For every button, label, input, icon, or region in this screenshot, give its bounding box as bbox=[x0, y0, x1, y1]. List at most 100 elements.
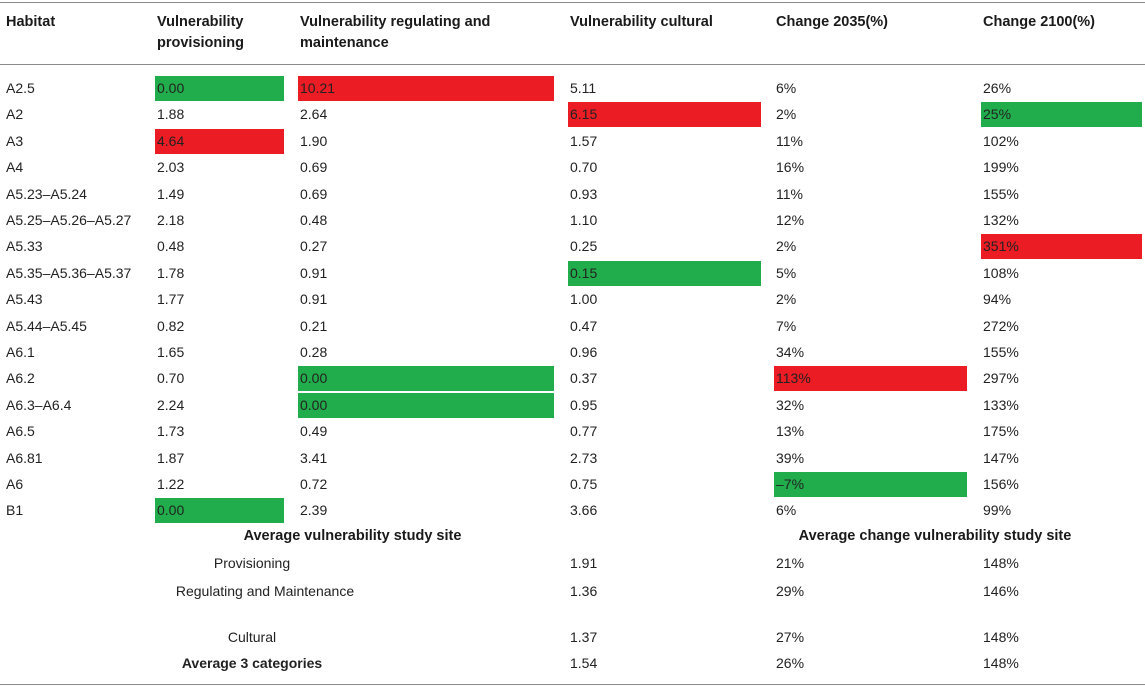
cell-reg: 0.27 bbox=[300, 238, 328, 255]
cell-c2100: 132% bbox=[983, 212, 1019, 228]
cell-reg: 0.91 bbox=[300, 264, 328, 281]
summary-cell-cult: 1.36 bbox=[570, 583, 598, 599]
cell-reg: 0.69 bbox=[300, 159, 328, 176]
cell-c2100: 26% bbox=[983, 80, 1012, 96]
cell-reg: 2.64 bbox=[300, 106, 328, 123]
summary-cell-c2035: 26% bbox=[776, 655, 805, 671]
cell-reg: 2.39 bbox=[300, 502, 328, 519]
cell-reg: 0.69 bbox=[300, 185, 328, 202]
cell-c2100: 155% bbox=[983, 344, 1019, 360]
summary-cell-cult: 1.91 bbox=[570, 555, 598, 571]
cell-c2100: 175% bbox=[983, 423, 1019, 440]
summary-cell-c2035: 27% bbox=[776, 629, 805, 645]
cell-c2100: 297% bbox=[983, 370, 1019, 387]
cell-cult: 0.37 bbox=[570, 370, 598, 387]
summary-cell-c2035: 21% bbox=[776, 555, 805, 571]
cell-prov: 0.00 bbox=[155, 76, 284, 101]
cell-prov: 1.49 bbox=[157, 185, 185, 202]
cell-c2100: 108% bbox=[983, 264, 1019, 281]
cell-reg: 10.21 bbox=[298, 76, 554, 101]
cell-cult: 0.96 bbox=[570, 344, 598, 360]
cell-habitat: A6.2 bbox=[6, 370, 35, 387]
top-rule bbox=[0, 2, 1145, 3]
cell-c2035: 32% bbox=[776, 396, 805, 413]
cell-c2100: 156% bbox=[983, 476, 1019, 492]
cell-c2035: 2% bbox=[776, 291, 797, 308]
cell-cult: 1.57 bbox=[570, 132, 598, 149]
cell-prov: 2.03 bbox=[157, 159, 185, 176]
cell-c2035: 39% bbox=[776, 449, 805, 466]
cell-c2100: 25% bbox=[981, 102, 1142, 128]
cell-c2100: 102% bbox=[983, 132, 1019, 149]
cell-prov: 0.48 bbox=[157, 238, 185, 255]
summary-label: Cultural bbox=[227, 629, 277, 645]
cell-cult: 0.93 bbox=[570, 185, 598, 202]
cell-c2035: 6% bbox=[776, 80, 797, 96]
cell-cult: 3.66 bbox=[570, 502, 598, 519]
summary-cell-c2035: 29% bbox=[776, 583, 805, 599]
summary-cell-c2100: 148% bbox=[983, 555, 1019, 571]
cell-prov: 0.00 bbox=[155, 498, 284, 524]
summary-right-title: Average change vulnerability study site bbox=[798, 528, 1072, 544]
cell-prov: 4.64 bbox=[155, 128, 284, 154]
cell-c2035: 113% bbox=[774, 366, 967, 392]
cell-prov: 1.65 bbox=[157, 344, 185, 360]
header-vulnerability-regulating: Vulnerability regulating and maintenance bbox=[300, 14, 491, 51]
cell-habitat: A2 bbox=[6, 106, 24, 123]
cell-c2100: 99% bbox=[983, 502, 1012, 519]
cell-c2035: 5% bbox=[776, 264, 797, 281]
summary-cell-c2100: 146% bbox=[983, 583, 1019, 599]
summary-label: Provisioning bbox=[213, 555, 291, 571]
cell-prov: 0.82 bbox=[157, 317, 185, 334]
cell-habitat: A6.5 bbox=[6, 423, 35, 440]
cell-c2100: 199% bbox=[983, 159, 1019, 176]
cell-c2100: 147% bbox=[983, 449, 1019, 466]
cell-cult: 0.25 bbox=[570, 238, 598, 255]
cell-cult: 6.15 bbox=[568, 102, 761, 128]
cell-reg: 1.90 bbox=[300, 132, 328, 149]
header-vulnerability-cultural: Vulnerability cultural bbox=[570, 14, 713, 30]
cell-habitat: A6.3–A6.4 bbox=[6, 396, 72, 413]
cell-prov: 1.87 bbox=[157, 449, 185, 466]
cell-cult: 1.00 bbox=[570, 291, 598, 308]
cell-c2035: 11% bbox=[776, 132, 803, 149]
cell-habitat: A5.43 bbox=[6, 291, 43, 308]
summary-left-title: Average vulnerability study site bbox=[243, 528, 462, 544]
summary-cell-c2100: 148% bbox=[983, 655, 1019, 671]
cell-c2035: 12% bbox=[776, 212, 805, 228]
cell-cult: 0.15 bbox=[568, 260, 761, 286]
cell-prov: 0.70 bbox=[157, 370, 185, 387]
cell-habitat: A2.5 bbox=[6, 80, 35, 96]
summary-cell-c2100: 148% bbox=[983, 629, 1019, 645]
cell-habitat: B1 bbox=[6, 502, 24, 519]
cell-habitat: A5.44–A5.45 bbox=[6, 317, 87, 334]
cell-prov: 1.88 bbox=[157, 106, 185, 123]
summary-cell-cult: 1.37 bbox=[570, 629, 598, 645]
cell-c2035: 34% bbox=[776, 344, 805, 360]
header-habitat: Habitat bbox=[6, 14, 56, 30]
cell-habitat: A3 bbox=[6, 132, 24, 149]
summary-cell-cult: 1.54 bbox=[570, 655, 598, 671]
cell-c2035: 11% bbox=[776, 185, 803, 202]
cell-reg: 0.72 bbox=[300, 476, 328, 492]
cell-prov: 1.22 bbox=[157, 476, 185, 492]
header-rule bbox=[0, 64, 1145, 65]
cell-reg: 0.28 bbox=[300, 344, 328, 360]
cell-reg: 0.49 bbox=[300, 423, 328, 440]
cell-prov: 1.73 bbox=[157, 423, 185, 440]
cell-cult: 5.11 bbox=[570, 80, 597, 96]
cell-cult: 0.47 bbox=[570, 317, 598, 334]
cell-c2100: 155% bbox=[983, 185, 1019, 202]
cell-c2035: 13% bbox=[776, 423, 805, 440]
cell-reg: 3.41 bbox=[300, 449, 328, 466]
cell-habitat: A5.35–A5.36–A5.37 bbox=[6, 264, 132, 281]
cell-cult: 0.75 bbox=[570, 476, 598, 492]
header-change-2100: Change 2100(%) bbox=[983, 14, 1096, 30]
cell-reg: 0.00 bbox=[298, 392, 554, 418]
cell-c2100: 272% bbox=[983, 317, 1019, 334]
cell-habitat: A6.1 bbox=[6, 344, 35, 360]
header-vulnerability-provisioning: Vulnerability provisioning bbox=[157, 14, 244, 51]
cell-c2035: 7% bbox=[776, 317, 797, 334]
cell-cult: 0.77 bbox=[570, 423, 598, 440]
